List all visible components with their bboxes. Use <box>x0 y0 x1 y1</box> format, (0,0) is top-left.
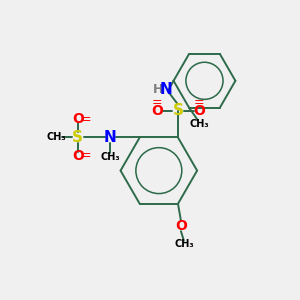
Text: CH₃: CH₃ <box>174 238 194 248</box>
Text: H: H <box>153 83 163 96</box>
Text: N: N <box>104 130 117 145</box>
Text: =: = <box>81 113 92 126</box>
Text: O: O <box>72 112 84 126</box>
Text: S: S <box>72 130 83 145</box>
Text: O: O <box>175 219 187 233</box>
Text: O: O <box>151 104 163 118</box>
Text: =: = <box>194 96 205 109</box>
Text: CH₃: CH₃ <box>47 133 67 142</box>
Text: S: S <box>172 103 184 118</box>
Text: CH₃: CH₃ <box>100 152 120 162</box>
Text: N: N <box>160 82 172 97</box>
Text: CH₃: CH₃ <box>190 119 209 129</box>
Text: =: = <box>152 96 162 109</box>
Text: O: O <box>193 104 205 118</box>
Text: =: = <box>81 149 92 162</box>
Text: O: O <box>72 149 84 163</box>
